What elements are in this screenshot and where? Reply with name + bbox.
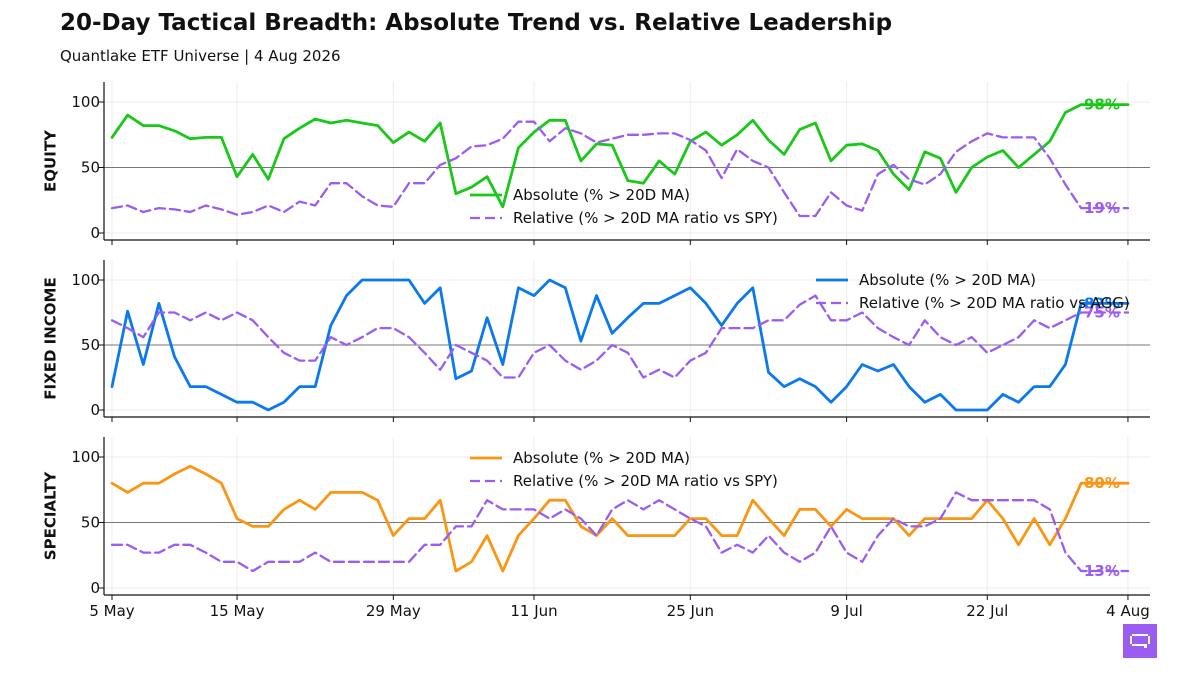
end-value-label: 19%	[1084, 199, 1120, 217]
x-tick-label: 11 Jun	[510, 602, 557, 620]
series-line-relative	[110, 491, 1130, 573]
legend-label: Relative (% > 20D MA ratio vs AGG)	[859, 294, 1130, 312]
y-tick-label: 50	[81, 514, 100, 532]
legend-label: Absolute (% > 20D MA)	[513, 186, 690, 204]
legend-label: Absolute (% > 20D MA)	[859, 271, 1036, 289]
x-tick-label: 22 Jul	[966, 602, 1008, 620]
y-axis-label: EQUITY	[42, 129, 60, 192]
chart-subtitle: Quantlake ETF Universe | 4 Aug 2026	[60, 47, 341, 65]
y-tick-label: 0	[90, 579, 100, 597]
brand-logo	[1123, 624, 1157, 658]
x-tick-label: 15 May	[210, 602, 265, 620]
x-tick-label: 25 Jun	[667, 602, 714, 620]
y-tick-label: 0	[90, 224, 100, 242]
end-value-label: 98%	[1084, 96, 1120, 114]
end-value-label: 80%	[1084, 474, 1120, 492]
series-line-relative	[110, 120, 1130, 218]
x-tick-label: 29 May	[366, 602, 421, 620]
x-tick-label: 9 Jul	[830, 602, 862, 620]
x-tick-label: 5 May	[89, 602, 134, 620]
y-tick-label: 50	[81, 336, 100, 354]
legend-label: Relative (% > 20D MA ratio vs SPY)	[513, 472, 778, 490]
end-value-label: 13%	[1084, 562, 1120, 580]
y-tick-label: 0	[90, 401, 100, 419]
y-axis-label: SPECIALTY	[42, 471, 60, 561]
legend-label: Relative (% > 20D MA ratio vs SPY)	[513, 209, 778, 227]
legend-label: Absolute (% > 20D MA)	[513, 449, 690, 467]
end-value-label: 75%	[1084, 304, 1120, 322]
brand-logo-icon	[1123, 624, 1157, 658]
chart-title: 20-Day Tactical Breadth: Absolute Trend …	[60, 10, 893, 36]
y-axis-label: FIXED INCOME	[42, 277, 60, 399]
x-tick-label: 4 Aug	[1106, 602, 1150, 620]
series-line-absolute	[110, 464, 1130, 573]
end-value-label: 82%	[1084, 294, 1120, 312]
series-line-absolute	[110, 103, 1130, 209]
series-line-relative	[110, 294, 1130, 379]
y-tick-label: 100	[71, 448, 100, 466]
y-tick-label: 50	[81, 159, 100, 177]
y-tick-label: 100	[71, 271, 100, 289]
series-line-absolute	[110, 278, 1130, 412]
y-tick-label: 100	[71, 93, 100, 111]
